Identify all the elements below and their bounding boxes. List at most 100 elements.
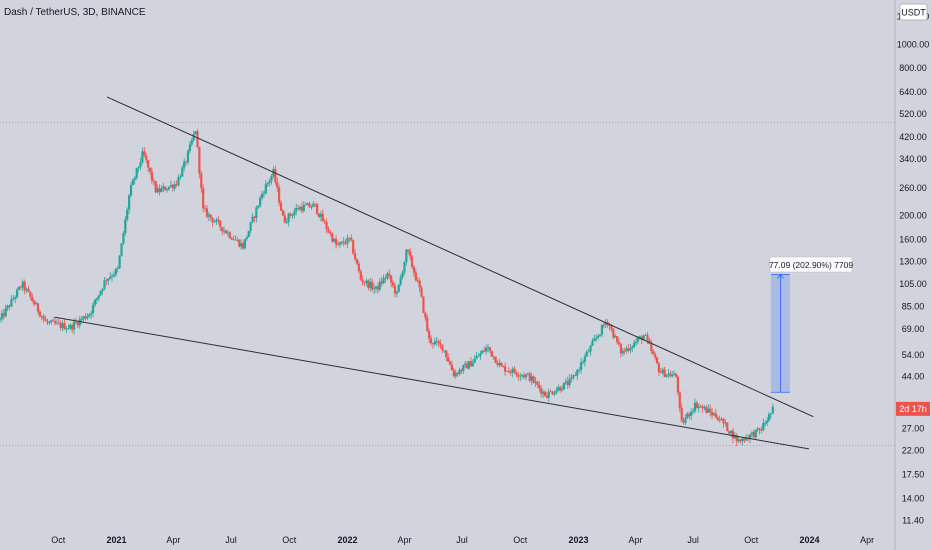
candle-body	[8, 305, 11, 307]
candle-body	[604, 322, 607, 326]
candle-body	[578, 369, 581, 371]
candle-body	[631, 346, 634, 349]
reference-lines	[0, 121, 895, 447]
price-tick-label: 27.00	[902, 424, 925, 434]
candle-body	[416, 280, 419, 282]
candle-body	[585, 351, 588, 357]
candle-body	[283, 215, 286, 223]
candle-body	[405, 249, 408, 263]
candle-body	[522, 375, 526, 378]
candle-body	[175, 184, 178, 186]
candle-body	[374, 286, 378, 289]
candle-body	[560, 389, 564, 391]
candle-body	[376, 286, 379, 290]
candle-body	[342, 241, 345, 244]
candle-body	[597, 335, 600, 338]
candle-body	[255, 207, 258, 218]
candle-body	[312, 203, 315, 207]
candle-body	[12, 298, 15, 300]
candle-body	[353, 253, 357, 260]
candle-body	[439, 343, 442, 345]
candle-body	[177, 177, 180, 186]
trendlines[interactable]	[54, 96, 814, 450]
candle-body	[743, 438, 746, 441]
candle-body	[276, 182, 279, 188]
candle-body	[321, 213, 324, 222]
candle-body	[610, 326, 613, 329]
time-tick-label: Jul	[456, 535, 468, 545]
candle-body	[25, 288, 28, 291]
candle-body	[171, 184, 174, 189]
candle-body	[156, 188, 159, 193]
candle-body	[200, 173, 203, 188]
candle-body	[680, 407, 683, 421]
candle-body	[203, 208, 207, 210]
candle-body	[15, 289, 19, 298]
candle-body	[40, 316, 43, 318]
candle-body	[236, 239, 239, 241]
candle-body	[124, 219, 127, 234]
candle-body	[541, 391, 545, 394]
price-tick-label: 340.00	[899, 154, 927, 164]
time-axis[interactable]: Oct 2021 Apr Jul Oct 2022 Apr Jul Oct 2023 Apr Jul O…	[51, 535, 874, 545]
candle-body	[380, 281, 383, 284]
candle-body	[371, 281, 374, 290]
candle-body	[456, 373, 459, 375]
candle-body	[141, 151, 144, 163]
candle-body	[84, 316, 87, 319]
price-tick-label: 85.00	[902, 302, 925, 312]
candle-body	[59, 322, 62, 328]
candle-body	[553, 393, 556, 395]
candle-body	[551, 391, 554, 395]
candle-body	[287, 213, 290, 222]
candle-body	[249, 222, 252, 232]
candle-body	[192, 134, 195, 141]
candle-body	[485, 347, 488, 352]
candle-body	[507, 370, 510, 372]
chart-title: Dash / TetherUS, 3D, BINANCE	[4, 7, 146, 18]
candle-body	[412, 266, 416, 273]
candle-body	[509, 371, 512, 373]
candle-body	[29, 291, 32, 297]
candle-body	[314, 203, 317, 205]
candle-body	[293, 211, 296, 216]
candle-body	[53, 321, 57, 324]
candle-body	[27, 288, 30, 292]
candle-body	[359, 271, 362, 280]
candle-body	[665, 374, 668, 377]
candle-body	[519, 375, 522, 377]
candle-body	[308, 203, 311, 208]
candle-body	[367, 280, 370, 288]
candle-body	[502, 366, 505, 367]
candle-body	[388, 273, 391, 276]
candle-body	[365, 280, 368, 284]
candle-body	[568, 378, 571, 386]
candle-body	[515, 372, 518, 376]
candle-body	[703, 407, 706, 409]
candle-body	[534, 381, 537, 383]
candle-body	[710, 412, 714, 416]
time-tick-label: Jul	[225, 535, 237, 545]
candle-body	[120, 243, 123, 257]
candle-body	[602, 324, 605, 326]
candle-body	[340, 241, 343, 243]
candle-body	[564, 381, 567, 383]
measure-tool[interactable]	[770, 273, 790, 393]
candle-body	[443, 350, 446, 352]
candle-body	[424, 312, 427, 318]
candle-body	[285, 221, 288, 223]
candle-body	[260, 193, 264, 198]
candle-body	[107, 278, 110, 281]
currency-button[interactable]: USDT	[899, 3, 928, 21]
time-tick-label: 2023	[569, 535, 589, 545]
candle-body	[72, 322, 76, 330]
candle-body	[391, 282, 395, 286]
price-tick-label: 260.00	[899, 183, 927, 193]
candle-body	[532, 376, 535, 383]
price-tick-label: 520.00	[899, 109, 927, 119]
candle-body	[684, 418, 687, 423]
candle-body	[435, 340, 438, 342]
candle-body	[93, 300, 97, 305]
candle-body	[65, 328, 68, 330]
